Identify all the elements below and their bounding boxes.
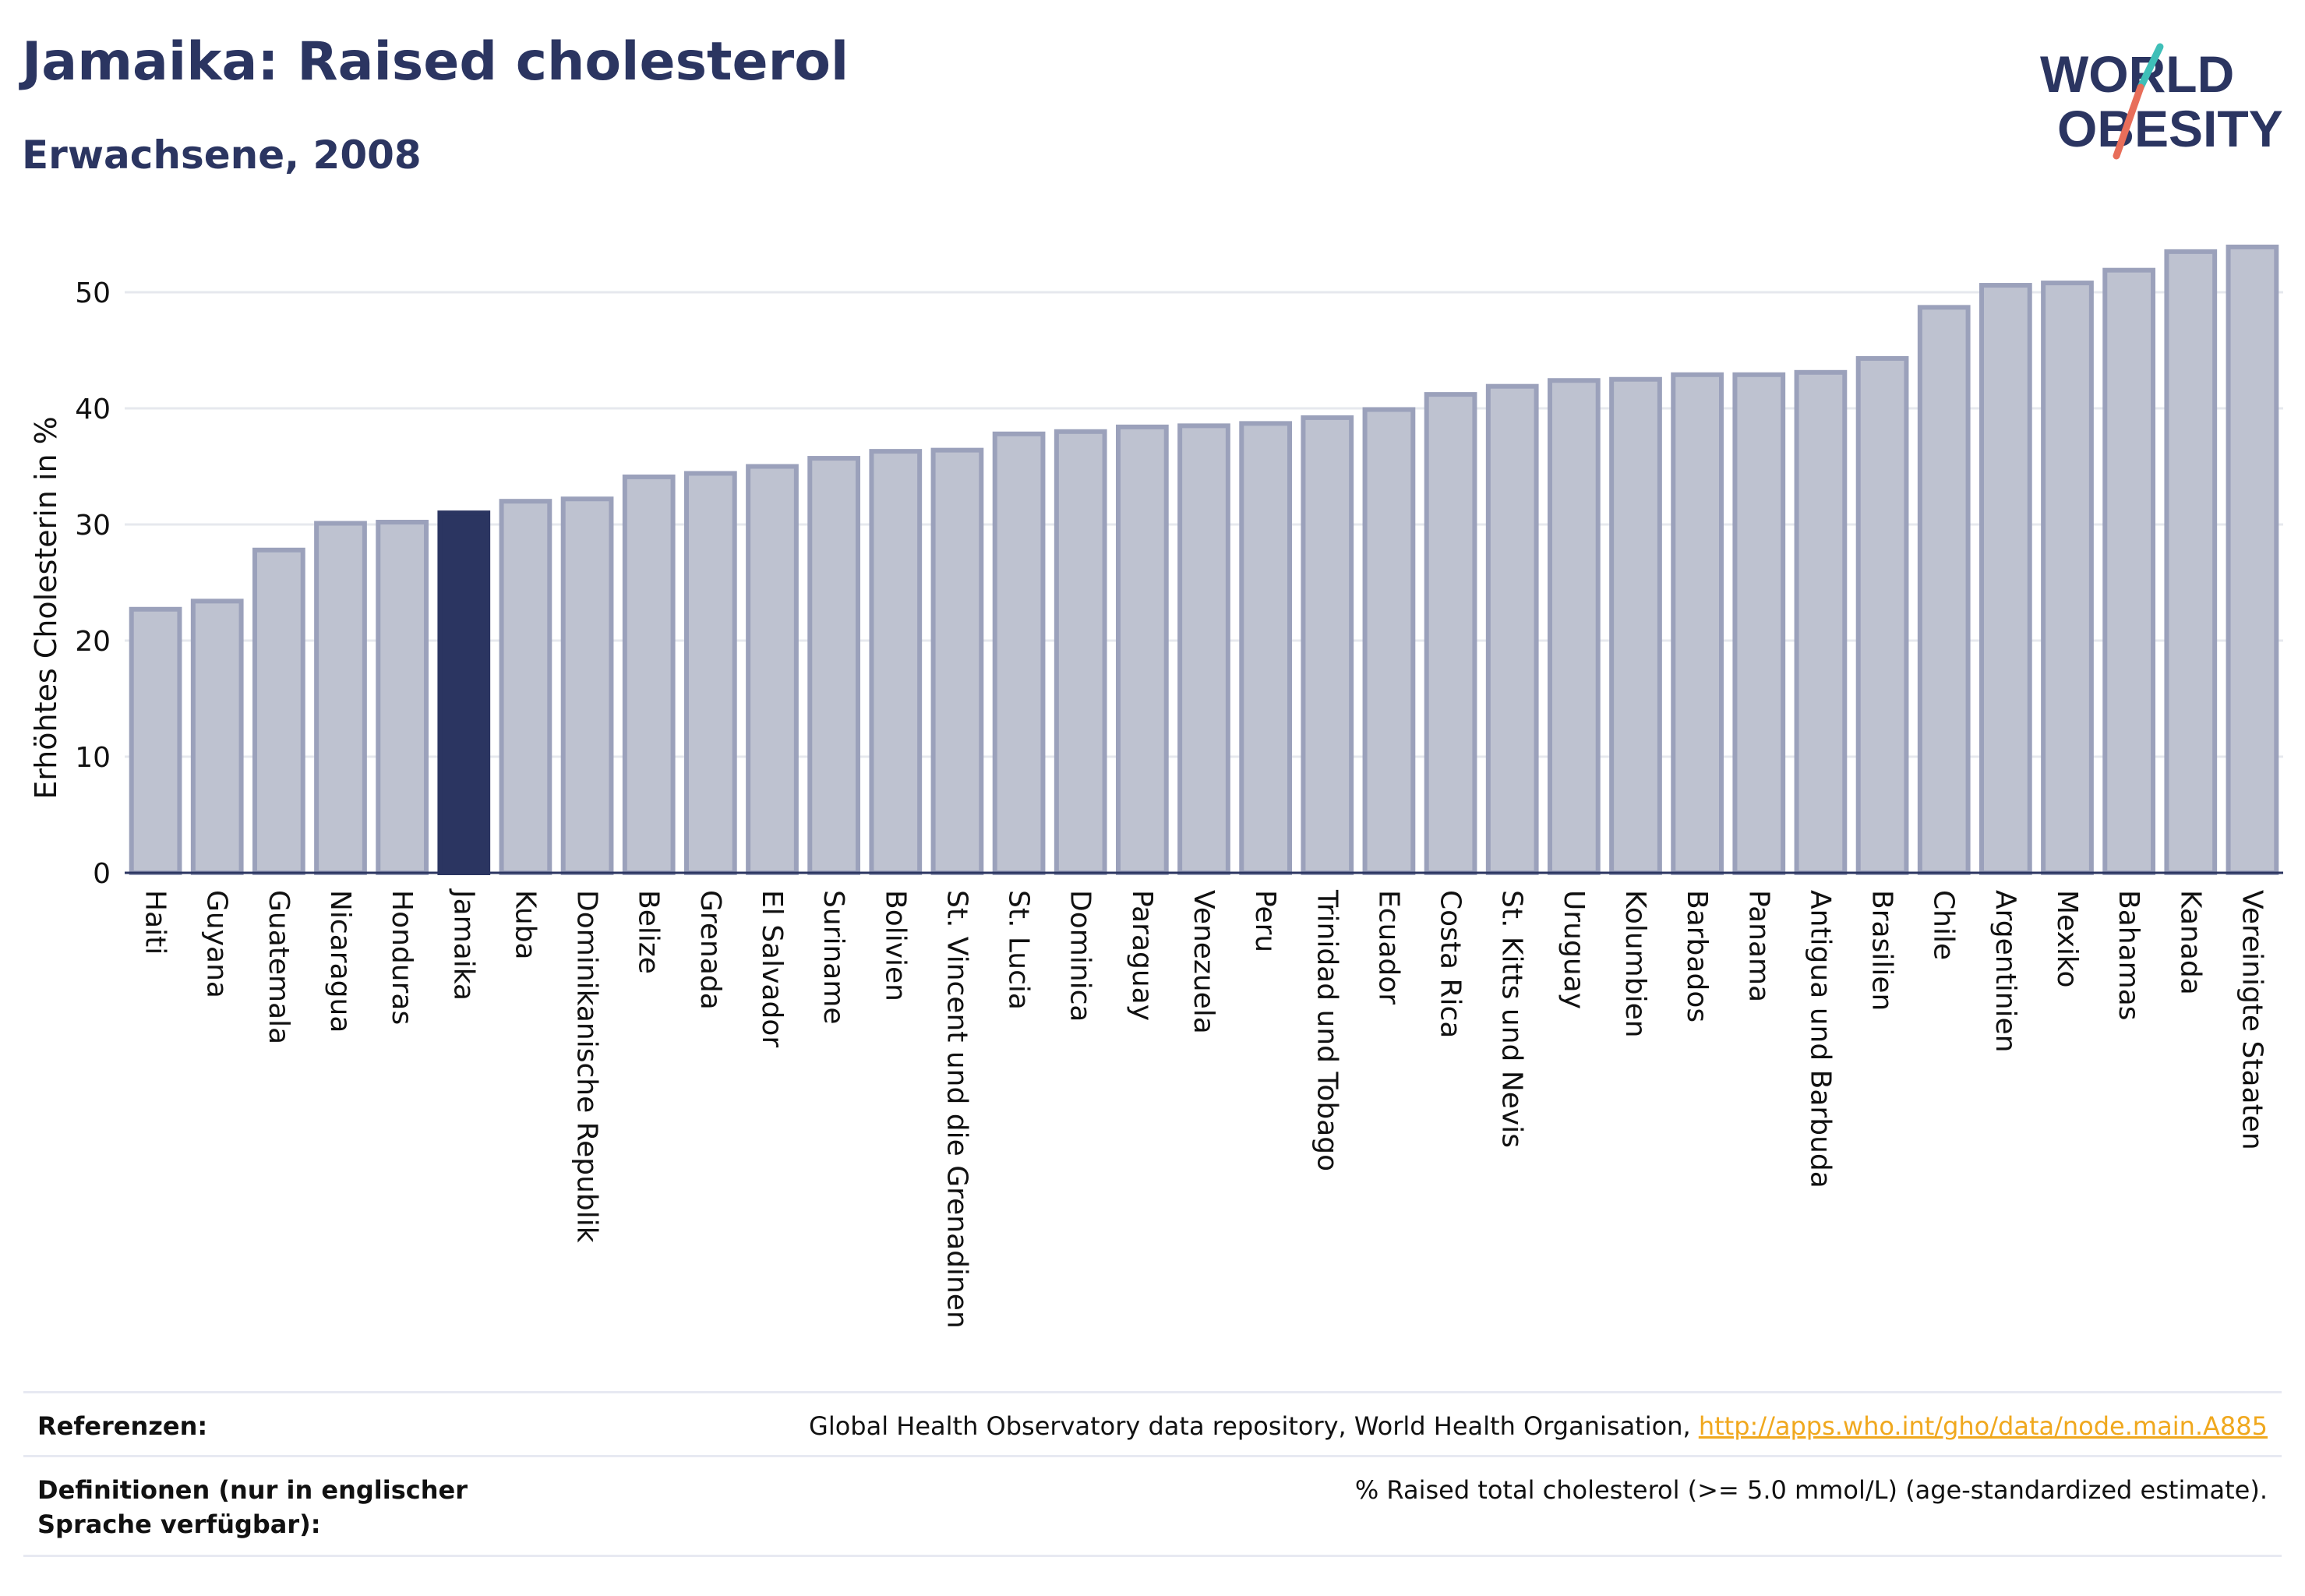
bar-vereinigte-staaten xyxy=(2226,244,2279,875)
bar-costa-rica xyxy=(1424,392,1477,875)
x-tick-label: Chile xyxy=(1928,890,1960,960)
bar-peru xyxy=(1239,421,1293,875)
x-axis-labels: Haiti Guyana Guatemala Nicaragua Honduras Jam… xyxy=(139,888,2268,1329)
y-tick-label: 50 xyxy=(75,277,111,309)
y-tick-label: 20 xyxy=(75,626,111,658)
references-label: Referenzen: xyxy=(37,1411,208,1441)
definitions-value: % Raised total cholesterol (>= 5.0 mmol/… xyxy=(1354,1475,2268,1505)
bar-brasilien xyxy=(1855,355,1909,875)
x-tick-label: Haiti xyxy=(139,890,171,955)
bar-st-lucia xyxy=(992,431,1046,875)
x-tick-label: Ecuador xyxy=(1372,890,1404,1005)
bar-dominica xyxy=(1054,429,1107,875)
bar-nicaragua xyxy=(314,521,367,875)
bar-st-kitts-und-nevis xyxy=(1485,383,1539,875)
bar-antigua-und-barbuda xyxy=(1794,369,1848,875)
x-tick-label: Kanada xyxy=(2174,890,2206,995)
bar-haiti xyxy=(129,606,182,876)
y-tick-label: 30 xyxy=(75,510,111,542)
y-axis-label: Erhöhtes Cholesterin in % xyxy=(29,416,63,800)
x-tick-label: Antigua und Barbuda xyxy=(1804,890,1836,1188)
x-tick-label: St. Kitts und Nevis xyxy=(1496,890,1528,1148)
footer-definitions-row: Definitionen (nur in englischer Sprache … xyxy=(23,1455,2282,1557)
logo-line2: OBESITY xyxy=(2057,100,2283,157)
x-tick-label: Suriname xyxy=(817,890,849,1025)
page-subtitle: Erwachsene, 2008 xyxy=(22,132,422,178)
page-title: Jamaika: Raised cholesterol xyxy=(22,31,849,93)
x-tick-label: Bahamas xyxy=(2113,890,2144,1021)
bar-guatemala xyxy=(252,547,305,876)
x-tick-label: Brasilien xyxy=(1866,890,1898,1011)
bar-barbados xyxy=(1671,372,1724,876)
x-tick-label: St. Lucia xyxy=(1003,890,1035,1010)
x-tick-label: Jamaika xyxy=(447,888,479,1001)
x-tick-label: Kuba xyxy=(509,890,541,960)
bar-bahamas xyxy=(2102,267,2156,875)
y-tick-label: 10 xyxy=(75,742,111,774)
y-tick-label: 0 xyxy=(93,858,111,890)
x-tick-label: Kolumbien xyxy=(1619,890,1651,1038)
footer-references-row: Referenzen: Global Health Observatory da… xyxy=(23,1391,2282,1457)
x-tick-label: Peru xyxy=(1249,890,1281,952)
bar-guyana xyxy=(190,598,244,876)
y-tick-label: 40 xyxy=(75,394,111,425)
x-tick-label: Guatemala xyxy=(263,890,295,1044)
bar-venezuela xyxy=(1177,423,1230,875)
bar-st-vincent-und-die-grenadinen xyxy=(930,447,984,875)
bar-dominikanische-republik xyxy=(560,496,614,875)
bar-argentinien xyxy=(1978,283,2032,875)
x-tick-label: Barbados xyxy=(1681,890,1713,1022)
bar-el-salvador xyxy=(746,464,799,875)
bar-panama xyxy=(1732,372,1786,876)
x-tick-label: Trinidad und Tobago xyxy=(1311,889,1343,1171)
definitions-label: Definitionen (nur in englischer Sprache … xyxy=(37,1475,468,1539)
bar-kanada xyxy=(2164,249,2218,876)
x-tick-label: Belize xyxy=(633,890,665,974)
bar-uruguay xyxy=(1547,378,1601,875)
bar-paraguay xyxy=(1115,424,1169,875)
bar-honduras xyxy=(376,520,429,876)
bar-kolumbien xyxy=(1609,376,1662,875)
x-tick-label: Argentinien xyxy=(1989,890,2021,1053)
x-tick-label: Bolivien xyxy=(879,890,911,1001)
x-tick-label: Vereinigte Staaten xyxy=(2236,890,2268,1150)
references-text: Global Health Observatory data repositor… xyxy=(809,1411,1699,1441)
bar-suriname xyxy=(807,456,861,875)
bars xyxy=(129,244,2279,876)
x-tick-label: El Salvador xyxy=(756,890,788,1047)
bar-belize xyxy=(622,474,676,875)
bar-ecuador xyxy=(1362,407,1416,875)
x-tick-label: Guyana xyxy=(201,890,233,998)
x-tick-label: Grenada xyxy=(694,890,726,1010)
x-tick-label: Venezuela xyxy=(1188,890,1220,1034)
bar-mexiko xyxy=(2041,281,2094,875)
bar-kuba xyxy=(499,499,552,875)
x-tick-label: Costa Rica xyxy=(1435,890,1467,1038)
references-link[interactable]: http://apps.who.int/gho/data/node.main.A… xyxy=(1698,1411,2268,1441)
x-tick-label: Mexiko xyxy=(2051,890,2083,987)
bar-chart: 0 10 20 30 40 50 Haiti Guyana Guatemala Nicaragu… xyxy=(29,244,2283,1329)
x-tick-label: Paraguay xyxy=(1126,890,1158,1021)
x-tick-label: Dominikanische Republik xyxy=(571,890,603,1243)
x-tick-label: St. Vincent und die Grenadinen xyxy=(941,890,972,1329)
x-tick-label: Nicaragua xyxy=(324,890,356,1033)
bar-chile xyxy=(1917,305,1971,875)
references-value: Global Health Observatory data repositor… xyxy=(809,1409,2268,1443)
world-obesity-logo: WORLD OBESITY xyxy=(2040,43,2283,160)
x-tick-label: Honduras xyxy=(386,890,418,1025)
x-tick-label: Panama xyxy=(1742,890,1774,1002)
x-tick-label: Uruguay xyxy=(1558,890,1590,1009)
bar-trinidad-und-tobago xyxy=(1301,415,1354,875)
y-axis-ticks: 0 10 20 30 40 50 xyxy=(75,277,111,890)
bar-jamaika xyxy=(437,510,491,875)
x-tick-label: Dominica xyxy=(1064,890,1096,1022)
bar-grenada xyxy=(683,471,737,875)
bar-bolivien xyxy=(869,449,923,875)
